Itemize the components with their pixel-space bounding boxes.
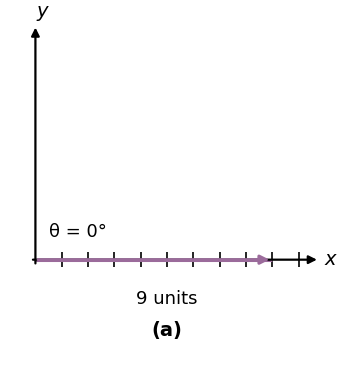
Text: 9 units: 9 units (136, 290, 198, 308)
Text: y: y (36, 2, 48, 21)
Text: θ = 0°: θ = 0° (49, 223, 106, 241)
Text: (a): (a) (152, 321, 182, 340)
Text: x: x (325, 250, 336, 269)
